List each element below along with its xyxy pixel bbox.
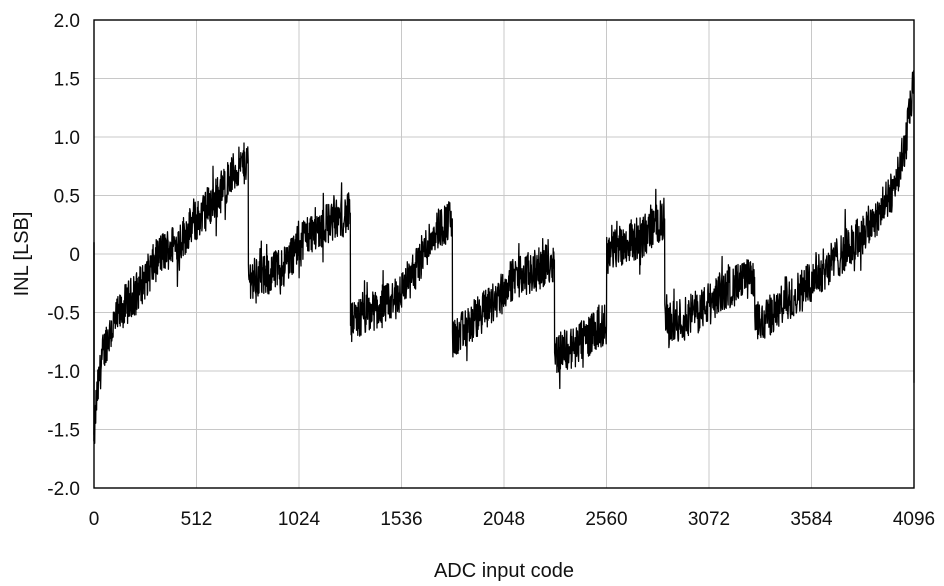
x-tick-label: 3072 <box>688 509 730 530</box>
x-tick-label: 3584 <box>790 509 833 530</box>
x-tick-label: 2048 <box>483 509 525 530</box>
x-axis-title: ADC input code <box>434 560 574 582</box>
x-tick-label: 0 <box>89 509 100 530</box>
y-tick-label: 0.5 <box>54 187 80 208</box>
plot-frame <box>93 19 915 489</box>
y-tick-label: 1.5 <box>54 70 80 91</box>
y-tick-label: 2.0 <box>54 11 80 32</box>
x-tick-label: 1024 <box>278 509 321 530</box>
y-tick-label: 0 <box>69 245 80 266</box>
x-tick-label: 2560 <box>585 509 627 530</box>
y-tick-label: -0.5 <box>47 304 80 325</box>
grid-lines <box>93 19 915 489</box>
x-tick-label: 512 <box>181 509 213 530</box>
x-tick-labels: 0 512 1024 1536 2048 2560 3072 3584 4096 <box>89 509 935 530</box>
inl-line <box>93 70 915 444</box>
y-tick-label: -1.5 <box>47 421 80 442</box>
y-tick-label: -1.0 <box>47 362 80 383</box>
x-tick-label: 1536 <box>380 509 422 530</box>
x-tick-label: 4096 <box>893 509 935 530</box>
y-tick-labels: -2.0 -1.5 -1.0 -0.5 0 0.5 1.0 1.5 2.0 <box>47 11 80 500</box>
y-tick-label: -2.0 <box>47 479 80 500</box>
y-tick-label: 1.0 <box>54 128 80 149</box>
y-axis-title: INL [LSB] <box>11 212 33 297</box>
